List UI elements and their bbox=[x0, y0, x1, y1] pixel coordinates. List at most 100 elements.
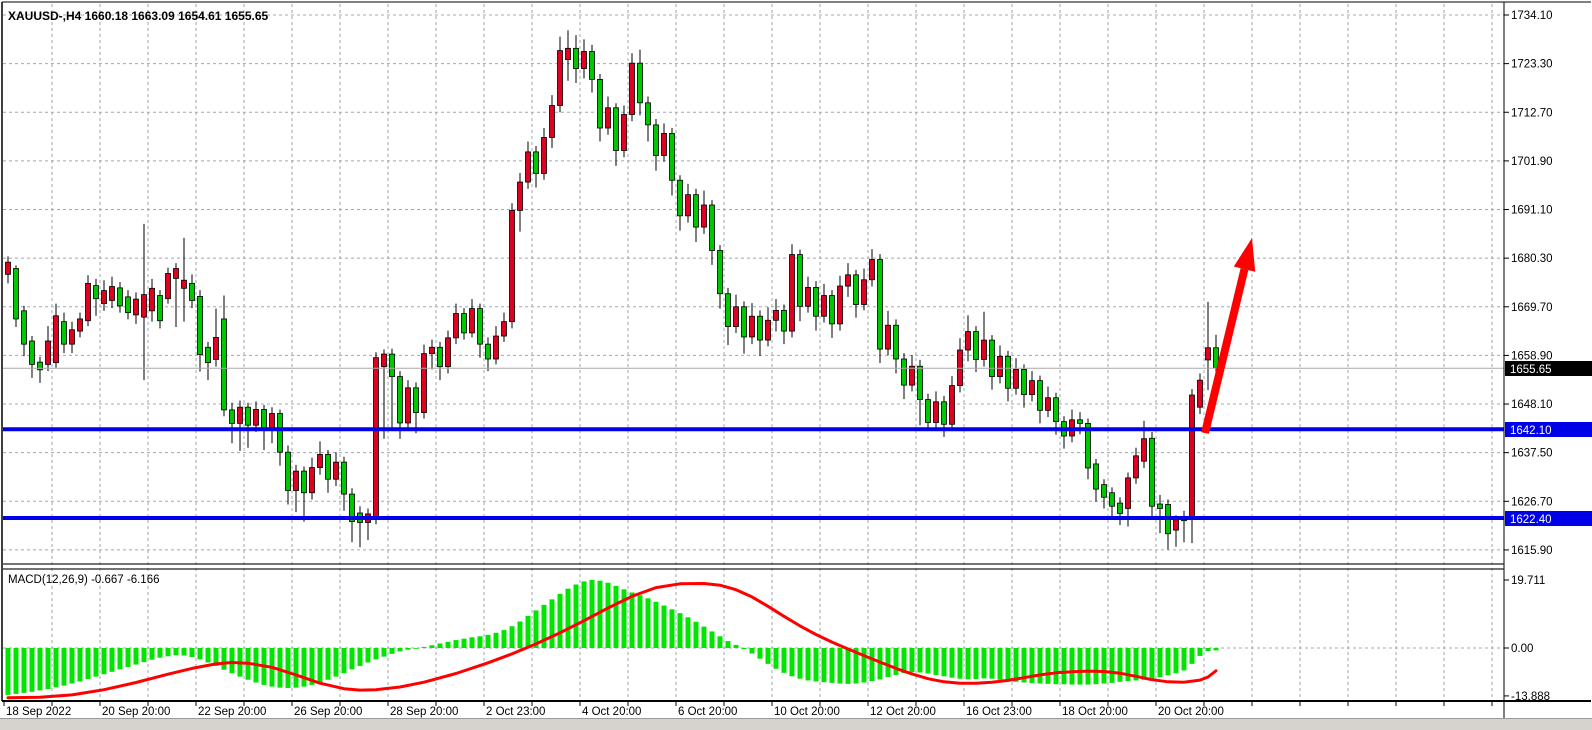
candle-body bbox=[117, 287, 123, 307]
candle-body bbox=[197, 296, 203, 355]
macd-histogram-bar bbox=[781, 648, 787, 673]
macd-histogram-bar bbox=[421, 646, 427, 648]
candle-body bbox=[485, 343, 491, 360]
macd-histogram-bar bbox=[925, 648, 931, 674]
candle-body bbox=[317, 454, 323, 468]
macd-histogram-bar bbox=[661, 605, 667, 648]
candle-body bbox=[541, 137, 547, 174]
macd-histogram-bar bbox=[901, 648, 907, 674]
macd-indicator-label: MACD(12,26,9) -0.667 -6.166 bbox=[8, 574, 160, 586]
macd-histogram-bar bbox=[173, 648, 179, 656]
macd-histogram-bar bbox=[845, 648, 851, 684]
candle-body bbox=[29, 340, 35, 365]
macd-histogram-bar bbox=[469, 637, 475, 648]
macd-histogram-bar bbox=[685, 617, 691, 648]
candle-body bbox=[405, 387, 411, 424]
candle-body bbox=[877, 259, 883, 350]
candle-body bbox=[965, 331, 971, 351]
macd-histogram-bar bbox=[181, 648, 187, 656]
time-axis-label: 22 Sep 20:00 bbox=[198, 706, 266, 718]
candle-body bbox=[693, 194, 699, 228]
macd-histogram-bar bbox=[837, 648, 843, 684]
candle-body bbox=[477, 308, 483, 345]
price-axis-label: 1712.70 bbox=[1511, 107, 1553, 119]
candle-body bbox=[749, 315, 755, 338]
macd-histogram-bar bbox=[1061, 648, 1067, 685]
macd-histogram-bar bbox=[229, 648, 235, 674]
macd-histogram-bar bbox=[85, 648, 91, 680]
candle-body bbox=[613, 107, 619, 151]
candle-body bbox=[1013, 368, 1019, 389]
candle-body bbox=[741, 306, 747, 338]
candle-body bbox=[653, 124, 659, 156]
window-bottom-strip bbox=[0, 719, 1592, 730]
candle-body bbox=[925, 399, 931, 423]
candle-body bbox=[5, 261, 11, 275]
macd-histogram-bar bbox=[517, 621, 523, 648]
macd-histogram-bar bbox=[461, 638, 467, 648]
macd-histogram-bar bbox=[805, 648, 811, 681]
price-axis-label: 1648.10 bbox=[1511, 399, 1553, 411]
price-axis-label: 1701.90 bbox=[1511, 156, 1553, 168]
candle-body bbox=[157, 295, 163, 322]
macd-histogram-bar bbox=[709, 631, 715, 648]
time-axis-label: 12 Oct 20:00 bbox=[870, 706, 936, 718]
macd-histogram-bar bbox=[989, 648, 995, 679]
candle-body bbox=[1053, 397, 1059, 423]
candle-body bbox=[893, 324, 899, 360]
macd-histogram-bar bbox=[221, 648, 227, 670]
candle-body bbox=[501, 321, 507, 337]
macd-histogram-bar bbox=[125, 648, 131, 667]
candle-body bbox=[797, 254, 803, 307]
candle-body bbox=[557, 50, 563, 106]
macd-histogram-bar bbox=[1085, 648, 1091, 685]
macd-histogram-bar bbox=[13, 648, 19, 694]
time-axis-label: 20 Sep 20:00 bbox=[102, 706, 170, 718]
time-axis-label: 18 Sep 2022 bbox=[6, 706, 71, 718]
candle-body bbox=[549, 105, 555, 138]
macd-indicator-pane bbox=[5, 580, 1219, 700]
candle-body bbox=[533, 151, 539, 174]
candle-body bbox=[1085, 423, 1091, 469]
macd-histogram-bar bbox=[485, 634, 491, 648]
arrow-head bbox=[1233, 238, 1256, 272]
macd-histogram-bar bbox=[437, 643, 443, 648]
candle-body bbox=[285, 451, 291, 491]
candle-body bbox=[237, 406, 243, 424]
candle-body bbox=[805, 287, 811, 307]
candle-body bbox=[101, 290, 107, 305]
candle-body bbox=[629, 62, 635, 115]
candle-body bbox=[421, 353, 427, 413]
macd-histogram-bar bbox=[637, 595, 643, 648]
macd-histogram-bar bbox=[789, 648, 795, 677]
candle-body bbox=[933, 401, 939, 423]
macd-histogram-bar bbox=[757, 648, 763, 659]
macd-histogram-bar bbox=[213, 648, 219, 666]
macd-histogram-bar bbox=[549, 599, 555, 648]
candle-body bbox=[813, 287, 819, 317]
macd-histogram-bar bbox=[69, 648, 75, 684]
macd-histogram-bar bbox=[5, 648, 11, 695]
candle-body bbox=[645, 102, 651, 126]
gridlines bbox=[3, 4, 1504, 700]
macd-histogram-bar bbox=[61, 648, 67, 686]
price-axis-label: 1637.50 bbox=[1511, 448, 1553, 460]
macd-histogram-bar bbox=[1173, 648, 1179, 674]
macd-histogram-bar bbox=[973, 648, 979, 680]
candle-body bbox=[949, 385, 955, 425]
price-axis-label: 1723.30 bbox=[1511, 59, 1553, 71]
trend-arrow-object[interactable] bbox=[1201, 238, 1256, 434]
candle-body bbox=[1045, 397, 1051, 411]
candle-body bbox=[221, 318, 227, 411]
candle-body bbox=[1109, 492, 1115, 507]
candle-body bbox=[765, 319, 771, 341]
candle-body bbox=[253, 409, 259, 426]
price-axis-label: 1691.10 bbox=[1511, 205, 1553, 217]
macd-histogram-bar bbox=[477, 636, 483, 648]
level-badge-upper-text: 1642.10 bbox=[1510, 425, 1552, 437]
horizontal-level-lines[interactable] bbox=[3, 367, 1504, 520]
macd-histogram-bar bbox=[1101, 648, 1107, 684]
macd-histogram-bar bbox=[453, 640, 459, 648]
macd-histogram-bar bbox=[981, 648, 987, 679]
